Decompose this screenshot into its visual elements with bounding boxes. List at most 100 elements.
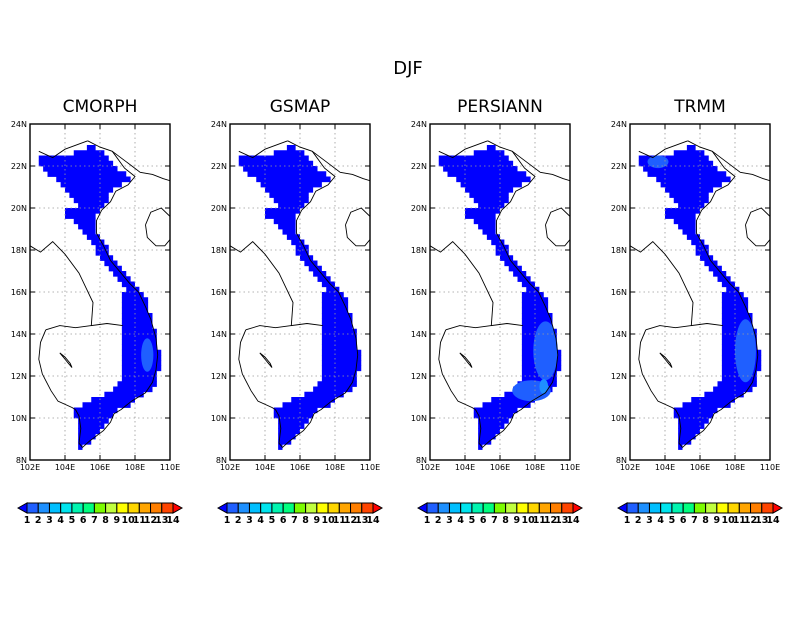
precip-cell <box>478 439 492 445</box>
y-tick-label: 8N <box>416 456 427 465</box>
precip-cell <box>708 265 722 272</box>
x-tick-label: 102E <box>20 463 40 472</box>
precip-cell <box>78 439 92 445</box>
precip-cell <box>65 187 114 193</box>
precip-cell <box>321 370 357 377</box>
precip-highlight <box>533 321 558 381</box>
colorbar-label: 14 <box>366 515 380 526</box>
colorbar-label: 4 <box>57 515 64 526</box>
colorbar-under <box>16 502 28 514</box>
colorbar-label: 13 <box>755 515 768 526</box>
colorbar-label: 2 <box>235 515 242 526</box>
y-tick-label: 14N <box>11 330 27 339</box>
precip-cell <box>273 407 318 414</box>
precip-cell <box>508 265 522 272</box>
x-tick-label: 106E <box>690 463 710 472</box>
precip-cell <box>321 355 362 361</box>
precip-cell <box>478 202 505 209</box>
precip-cell <box>121 307 149 314</box>
colorbar-swatch <box>505 502 518 514</box>
precip-cell <box>478 428 500 435</box>
precip-cell <box>673 197 709 204</box>
y-tick-label: 20N <box>211 204 227 213</box>
map-panel: PERSIANN 8N 10N 12N 14N 16N 18N 20N 22N 24N 102E 10… <box>411 97 584 526</box>
precip-cell <box>321 328 357 335</box>
colorbar-swatch <box>327 502 340 514</box>
x-tick-label: 110E <box>160 463 180 472</box>
precip-cell <box>278 439 292 445</box>
colorbar-swatch <box>138 502 152 514</box>
x-tick-label: 108E <box>125 463 145 472</box>
precip-cell <box>721 292 744 298</box>
precip-cell <box>473 407 518 414</box>
precip-cell <box>321 318 353 324</box>
precip-cell <box>482 402 531 408</box>
precip-cell <box>78 418 109 424</box>
precip-cell <box>456 176 531 183</box>
y-tick-label: 14N <box>611 330 627 339</box>
y-tick-label: 18N <box>611 246 627 255</box>
precip-cell <box>695 250 709 256</box>
precip-cell <box>678 223 696 230</box>
y-tick-label: 14N <box>211 330 227 339</box>
x-tick-label: 106E <box>90 463 110 472</box>
colorbar-under <box>416 502 428 514</box>
colorbar-label: 7 <box>491 515 498 526</box>
precip-cell <box>82 229 96 235</box>
colorbar-label: 6 <box>680 515 687 526</box>
precip-cell <box>121 339 157 345</box>
colorbar-swatch <box>271 502 284 514</box>
precip-cell <box>682 229 696 235</box>
precip-cell <box>647 171 727 177</box>
colorbar-swatch <box>350 502 363 514</box>
colorbar-label: 12 <box>344 515 357 526</box>
colorbar-swatch <box>248 502 262 514</box>
precip-cell <box>678 418 709 424</box>
colorbar-swatch <box>482 502 495 514</box>
precip-cell <box>121 365 162 372</box>
precip-cell <box>295 244 309 251</box>
colorbar-label: 10 <box>721 515 735 526</box>
precip-cell <box>526 286 540 293</box>
colorbar-label: 5 <box>669 515 676 526</box>
x-tick-label: 102E <box>220 463 240 472</box>
y-tick-label: 8N <box>616 456 627 465</box>
precip-cell <box>495 244 509 251</box>
precip-cell <box>100 255 114 261</box>
colorbar-swatch <box>693 502 707 514</box>
figure-title: DJF <box>393 58 423 79</box>
precip-cell <box>473 412 514 419</box>
precip-cell <box>491 239 505 246</box>
precip-cell <box>721 318 753 324</box>
x-tick-label: 102E <box>420 463 440 472</box>
precip-cell <box>278 418 309 424</box>
precip-cell <box>447 171 527 177</box>
precip-cell <box>104 391 144 398</box>
colorbar-swatch <box>671 502 684 514</box>
precip-cell <box>326 286 340 293</box>
colorbar-swatch <box>282 502 295 514</box>
precip-cell <box>521 376 557 382</box>
precip-cell <box>321 365 362 372</box>
colorbar-label: 4 <box>257 515 264 526</box>
y-tick-label: 20N <box>611 204 627 213</box>
precip-cell <box>113 271 127 277</box>
precip-cell <box>321 339 357 345</box>
precip-cell <box>278 202 305 209</box>
colorbar-swatch <box>761 502 774 514</box>
colorbar-label: 13 <box>355 515 368 526</box>
y-tick-label: 20N <box>11 204 27 213</box>
colorbar-over <box>772 502 784 514</box>
precip-cell <box>460 181 522 188</box>
colorbar-label: 9 <box>514 515 521 526</box>
precip-cell <box>473 218 496 225</box>
y-tick-label: 8N <box>216 456 227 465</box>
x-tick-label: 104E <box>455 463 475 472</box>
precip-cell <box>78 444 83 450</box>
precip-cell <box>673 407 718 414</box>
colorbar-swatch <box>682 502 695 514</box>
colorbar-swatch <box>437 502 450 514</box>
colorbar-swatch <box>626 502 639 514</box>
